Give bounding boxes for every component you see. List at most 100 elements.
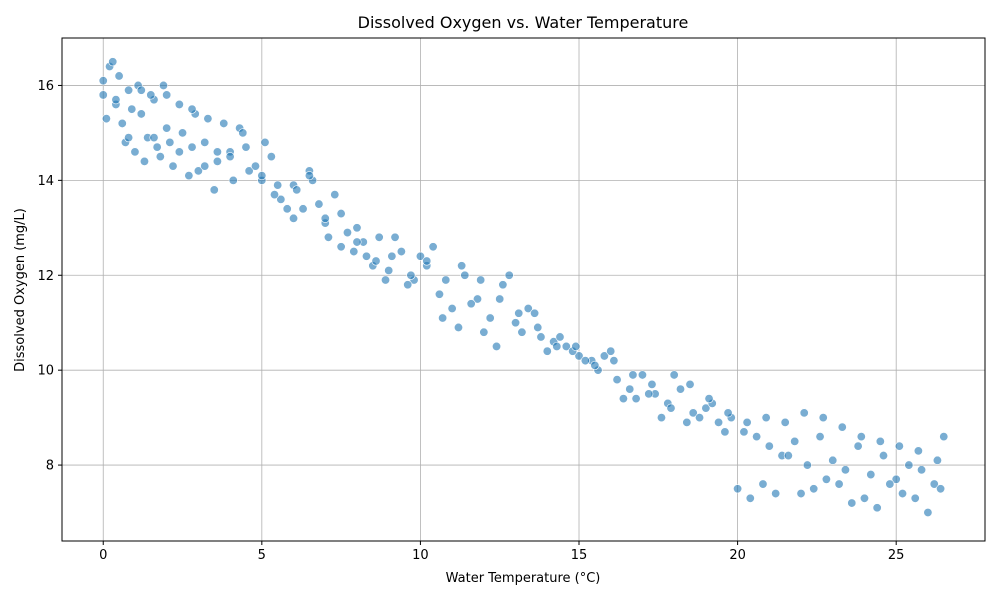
data-point bbox=[162, 123, 172, 133]
data-point bbox=[580, 356, 590, 366]
data-point bbox=[894, 441, 904, 451]
data-point bbox=[530, 308, 540, 318]
data-point bbox=[552, 341, 562, 351]
data-points bbox=[98, 57, 949, 518]
data-point bbox=[453, 322, 463, 332]
data-point bbox=[200, 161, 210, 171]
data-point bbox=[428, 242, 438, 252]
data-point bbox=[809, 484, 819, 494]
data-point bbox=[932, 455, 942, 465]
data-point bbox=[225, 152, 235, 162]
data-point bbox=[212, 156, 222, 166]
data-point bbox=[913, 446, 923, 456]
data-point bbox=[656, 413, 666, 423]
data-point bbox=[609, 356, 619, 366]
data-point bbox=[828, 455, 838, 465]
data-point bbox=[872, 503, 882, 513]
data-point bbox=[124, 85, 134, 95]
data-point bbox=[625, 384, 635, 394]
data-point bbox=[336, 242, 346, 252]
data-point bbox=[273, 180, 283, 190]
data-point bbox=[771, 489, 781, 499]
data-point bbox=[701, 403, 711, 413]
data-point bbox=[514, 308, 524, 318]
data-point bbox=[628, 370, 638, 380]
data-point bbox=[742, 417, 752, 427]
data-point bbox=[542, 346, 552, 356]
data-point bbox=[606, 346, 616, 356]
data-point bbox=[187, 104, 197, 114]
data-point bbox=[250, 161, 260, 171]
y-tick-label: 10 bbox=[37, 364, 54, 379]
data-point bbox=[796, 489, 806, 499]
data-point bbox=[695, 413, 705, 423]
data-point bbox=[434, 289, 444, 299]
data-point bbox=[174, 99, 184, 109]
data-point bbox=[714, 417, 724, 427]
axis-ticks: 0 5 10 15 20 25 8 10 12 14 16 bbox=[37, 79, 904, 563]
data-point bbox=[834, 479, 844, 489]
data-point bbox=[637, 370, 647, 380]
data-point bbox=[818, 413, 828, 423]
y-tick-label: 16 bbox=[37, 79, 54, 94]
data-point bbox=[374, 232, 384, 242]
data-point bbox=[476, 275, 486, 285]
data-point bbox=[517, 327, 527, 337]
data-point bbox=[473, 294, 483, 304]
data-point bbox=[752, 432, 762, 442]
chart-title: Dissolved Oxygen vs. Water Temperature bbox=[358, 13, 689, 32]
data-point bbox=[200, 137, 210, 147]
data-point bbox=[352, 237, 362, 247]
data-point bbox=[390, 232, 400, 242]
data-point bbox=[203, 114, 213, 124]
data-point bbox=[574, 351, 584, 361]
x-tick-label: 0 bbox=[99, 548, 107, 563]
data-point bbox=[837, 422, 847, 432]
data-point bbox=[174, 147, 184, 157]
data-point bbox=[136, 85, 146, 95]
data-point bbox=[840, 465, 850, 475]
data-point bbox=[847, 498, 857, 508]
data-point bbox=[790, 436, 800, 446]
data-point bbox=[739, 427, 749, 437]
data-point bbox=[745, 493, 755, 503]
data-point bbox=[241, 142, 251, 152]
data-point bbox=[193, 166, 203, 176]
data-point bbox=[682, 417, 692, 427]
data-point bbox=[98, 76, 108, 86]
data-point bbox=[466, 299, 476, 309]
data-point bbox=[320, 213, 330, 223]
data-point bbox=[856, 432, 866, 442]
data-point bbox=[396, 247, 406, 257]
data-point bbox=[438, 313, 448, 323]
data-point bbox=[917, 465, 927, 475]
data-point bbox=[371, 256, 381, 266]
data-point bbox=[266, 152, 276, 162]
data-point bbox=[184, 171, 194, 181]
data-point bbox=[910, 493, 920, 503]
data-point bbox=[187, 142, 197, 152]
data-point bbox=[352, 223, 362, 233]
data-point bbox=[244, 166, 254, 176]
data-point bbox=[764, 441, 774, 451]
data-point bbox=[799, 408, 809, 418]
data-point bbox=[212, 147, 222, 157]
data-point bbox=[704, 394, 714, 404]
data-point bbox=[523, 303, 533, 313]
data-point bbox=[165, 137, 175, 147]
x-tick-label: 15 bbox=[571, 548, 588, 563]
data-point bbox=[479, 327, 489, 337]
data-point bbox=[139, 156, 149, 166]
data-point bbox=[533, 322, 543, 332]
data-point bbox=[599, 351, 609, 361]
data-point bbox=[114, 71, 124, 81]
data-point bbox=[485, 313, 495, 323]
data-point bbox=[422, 256, 432, 266]
data-point bbox=[647, 379, 657, 389]
data-point bbox=[555, 332, 565, 342]
data-point bbox=[815, 432, 825, 442]
plot-frame bbox=[61, 37, 986, 542]
data-point bbox=[457, 261, 467, 271]
data-point bbox=[879, 451, 889, 461]
